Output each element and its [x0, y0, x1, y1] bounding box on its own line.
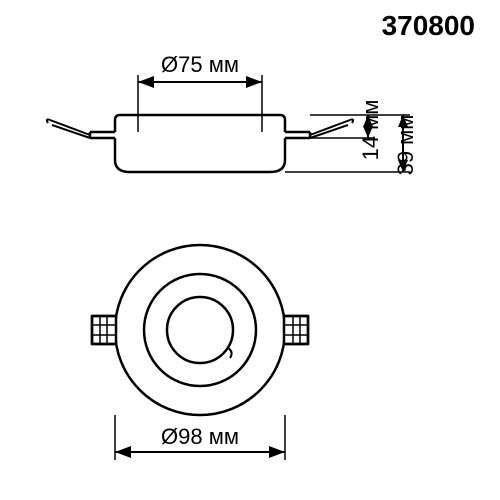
- dim-bottom-diameter-label: Ø98 мм: [161, 424, 239, 449]
- dim-height-lower-label: 39 мм: [393, 115, 418, 176]
- outer-ring: [115, 245, 285, 415]
- dim-top-diameter: Ø75 мм: [138, 52, 262, 115]
- clip-tab-right: [284, 316, 308, 344]
- clip-right: [310, 119, 353, 138]
- middle-ring: [144, 274, 256, 386]
- product-code: 370800: [382, 10, 475, 41]
- top-view: Ø98 мм: [92, 245, 308, 460]
- side-view: Ø75 мм: [47, 52, 418, 175]
- clip-tab-left: [92, 316, 116, 344]
- dim-bottom-diameter: Ø98 мм: [115, 415, 285, 460]
- dim-height-upper-label: 14 мм: [358, 100, 383, 161]
- clip-left: [47, 119, 90, 138]
- detail-mark: [228, 348, 232, 358]
- inner-ring: [167, 297, 233, 363]
- dim-top-diameter-label: Ø75 мм: [161, 52, 239, 77]
